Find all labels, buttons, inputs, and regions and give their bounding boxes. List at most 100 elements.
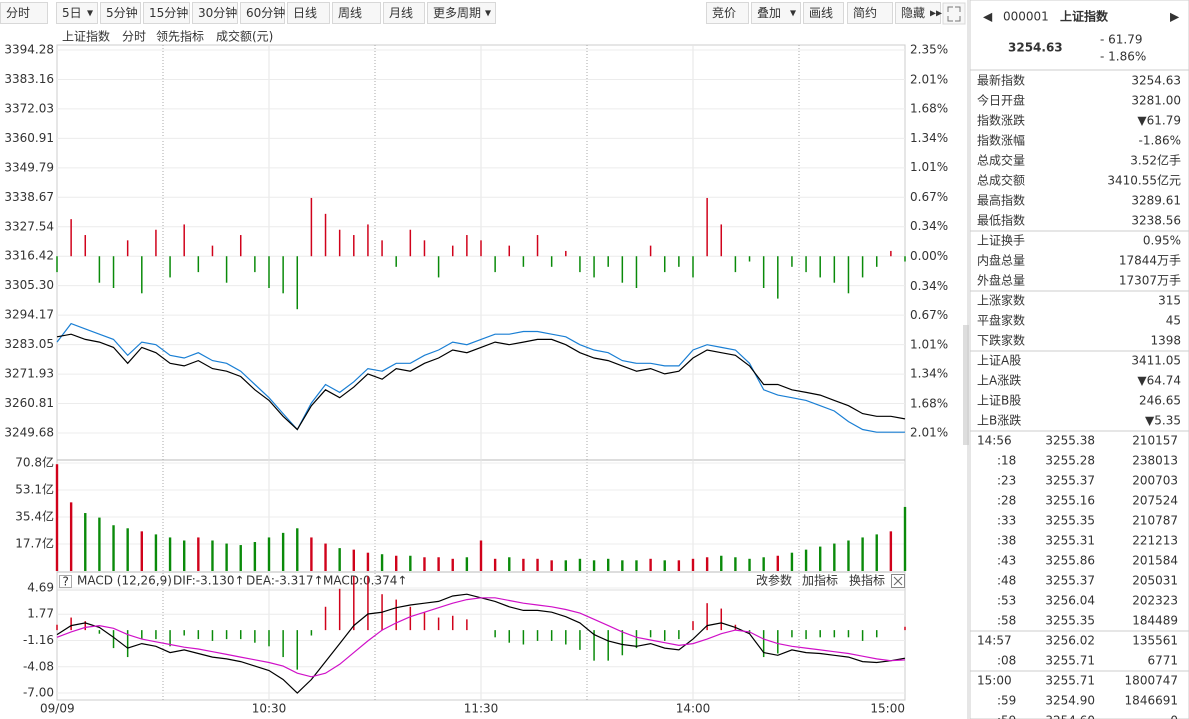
macd-button[interactable]: 改参数 xyxy=(756,573,792,588)
stat-label: 总成交量 xyxy=(977,153,1025,168)
series-line xyxy=(56,597,906,678)
stat-value: 3238.56 xyxy=(1131,214,1181,228)
toolbar-button[interactable]: 隐藏 ▸▸ xyxy=(895,2,943,24)
splitter[interactable] xyxy=(963,325,969,445)
volume-bar xyxy=(366,552,370,571)
stat-label: 总成交额 xyxy=(977,173,1025,188)
toolbar-button[interactable]: 5分钟 xyxy=(100,2,141,24)
trade-volume: 135561 xyxy=(1132,634,1178,648)
trade-time: :48 xyxy=(997,574,1016,588)
toolbar-button[interactable]: 5日 ▾ xyxy=(56,2,98,24)
button-arrow: ▾ xyxy=(790,6,796,20)
toolbar-button[interactable]: 画线 xyxy=(803,2,844,24)
trade-time: :59 xyxy=(997,694,1016,708)
volume-bar xyxy=(253,542,257,571)
quote-percent: - 1.86% xyxy=(1100,50,1146,64)
toolbar-button[interactable]: 竞价 xyxy=(706,2,749,24)
toolbar-button[interactable]: 15分钟 xyxy=(143,2,190,24)
trade-volume: 205031 xyxy=(1132,574,1178,588)
trade-price: 3254.60 xyxy=(1045,714,1095,719)
macd-button[interactable]: 加指标 xyxy=(802,573,838,588)
volume-bar xyxy=(409,555,412,571)
help-icon[interactable] xyxy=(59,575,72,588)
stat-label: 内盘总量 xyxy=(977,253,1025,268)
trade-time: :08 xyxy=(997,654,1016,668)
volume-bar xyxy=(465,557,469,571)
trade-volume: 207524 xyxy=(1132,494,1178,508)
toolbar-button[interactable]: 叠加 ▾ xyxy=(751,2,801,24)
trade-price: 3255.31 xyxy=(1045,534,1095,548)
button-bg xyxy=(895,2,941,24)
toolbar-button[interactable]: 更多周期 ▾ xyxy=(427,2,496,24)
next-arrow[interactable]: ▶ xyxy=(1170,10,1180,24)
toolbar-button[interactable]: 简约 xyxy=(847,2,893,24)
stat-value: 3.52亿手 xyxy=(1130,153,1181,168)
toolbar-button[interactable]: 30分钟 xyxy=(192,2,238,24)
button-label: 隐藏 xyxy=(901,6,925,20)
toolbar-button[interactable]: 日线 xyxy=(287,2,330,24)
y2-tick-label: 0.34% xyxy=(910,219,948,233)
toolbar-button[interactable]: 周线 xyxy=(332,2,381,24)
toolbar-button[interactable]: 月线 xyxy=(383,2,425,24)
y2-tick-label: 1.68% xyxy=(910,397,948,411)
stat-value: 3411.05 xyxy=(1131,354,1181,368)
volume-bar xyxy=(296,528,299,571)
trade-volume: 202323 xyxy=(1132,594,1178,608)
y2-tick-label: 2.35% xyxy=(910,43,948,57)
series-line xyxy=(56,322,905,433)
volume-bar xyxy=(550,560,553,571)
volume-bar xyxy=(819,546,822,571)
legend-item: 领先指标 xyxy=(156,29,204,44)
trade-price: 3256.04 xyxy=(1045,594,1095,608)
y2-tick-label: 0.67% xyxy=(910,190,948,204)
volume-bar xyxy=(903,506,907,571)
volume-bar xyxy=(734,557,737,571)
button-bg xyxy=(332,2,381,24)
stat-value: ▼61.79 xyxy=(1137,114,1181,128)
stat-value: 3289.61 xyxy=(1131,194,1181,208)
button-bg xyxy=(383,2,425,24)
volume-bar xyxy=(493,558,497,571)
trade-time: :43 xyxy=(997,554,1016,568)
volume-bar xyxy=(861,537,864,571)
trade-volume: 201584 xyxy=(1132,554,1178,568)
y2-tick-label: 1.34% xyxy=(910,367,948,381)
volume-bar xyxy=(607,558,610,571)
toolbar-button[interactable]: 60分钟 xyxy=(240,2,286,24)
prev-arrow[interactable]: ◀ xyxy=(983,10,993,24)
y2-tick-label: 0.67% xyxy=(910,308,948,322)
y-tick-label: 3271.93 xyxy=(4,367,54,381)
volume-bar xyxy=(762,557,765,571)
button-label: 画线 xyxy=(809,6,833,20)
stat-label: 今日开盘 xyxy=(977,93,1025,108)
y-tick-label: 3360.91 xyxy=(4,131,54,145)
y-tick-label: 3260.81 xyxy=(4,396,54,410)
trade-volume: 200703 xyxy=(1132,474,1178,488)
stat-label: 上A涨跌 xyxy=(977,373,1021,388)
volume-bar xyxy=(140,531,143,571)
fullscreen-button[interactable] xyxy=(942,2,966,25)
y-tick-label: 3305.30 xyxy=(4,278,54,292)
volume-bar xyxy=(621,560,624,571)
button-bg xyxy=(287,2,330,24)
stat-label: 指数涨幅 xyxy=(977,133,1025,148)
y-tick-label: 70.8亿 xyxy=(15,455,54,470)
stat-value: 17307万手 xyxy=(1119,274,1181,288)
macd-title: MACD (12,26,9) xyxy=(77,574,172,588)
button-arrow: ▾ xyxy=(485,6,491,20)
macd-button[interactable]: 换指标 xyxy=(849,573,885,588)
volume-bar xyxy=(310,537,313,571)
button-bg xyxy=(100,2,141,24)
close-cross xyxy=(893,576,903,586)
stat-value: 3281.00 xyxy=(1131,94,1181,108)
toolbar-button[interactable]: 分时 xyxy=(0,2,48,24)
y2-tick-label: 0.34% xyxy=(910,279,948,293)
stat-label: 外盘总量 xyxy=(977,273,1025,288)
stat-label: 上涨家数 xyxy=(977,293,1025,308)
button-bg xyxy=(751,2,801,24)
volume-bar xyxy=(790,552,794,571)
button-bg xyxy=(0,2,48,24)
y-tick-label: -7.00 xyxy=(23,686,54,700)
x-tick-label: 15:00 xyxy=(870,702,905,716)
